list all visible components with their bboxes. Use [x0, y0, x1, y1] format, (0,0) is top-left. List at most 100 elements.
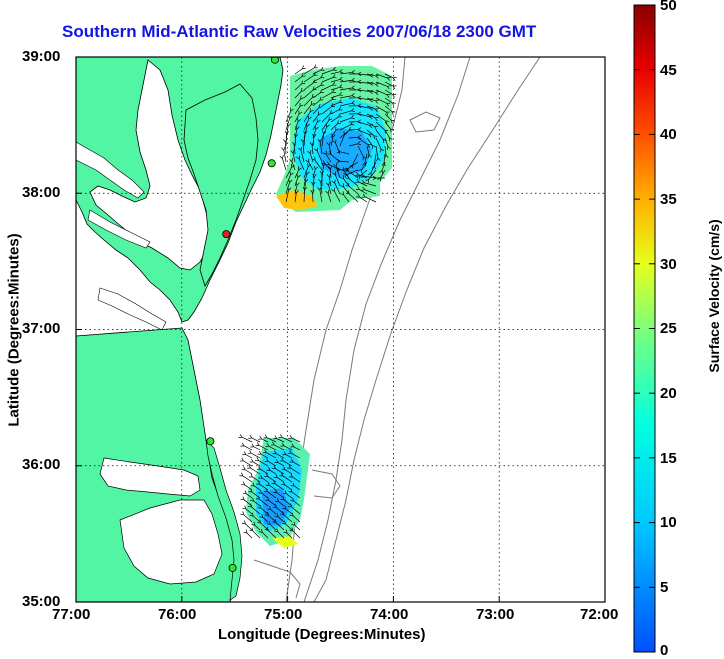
velocity-arrow: [250, 443, 261, 451]
y-tick-label: 39:00: [22, 48, 61, 65]
velocity-arrow: [384, 113, 395, 124]
velocity-arrow: [303, 64, 318, 75]
velocity-arrow: [285, 186, 292, 203]
velocity-arrow: [339, 108, 356, 115]
velocity-arrow: [366, 105, 379, 113]
velocity-arrow: [312, 104, 323, 115]
velocity-arrow: [330, 126, 340, 139]
velocity-arrow: [281, 466, 293, 475]
velocity-arrow: [270, 441, 285, 451]
velocity-arrow: [238, 434, 253, 443]
velocity-arrow: [330, 133, 336, 147]
velocity-arrow: [294, 72, 306, 83]
velocity-arrow: [330, 113, 342, 123]
colorbar-tick-label: 15: [660, 450, 677, 467]
radar-station-marker: [228, 563, 237, 572]
velocity-arrow: [322, 150, 332, 163]
velocity-arrow: [274, 498, 285, 507]
velocity-arrow: [289, 458, 301, 467]
velocity-arrow: [330, 84, 344, 91]
velocity-arrow: [366, 137, 376, 149]
y-tick-label: 36:00: [22, 456, 61, 473]
velocity-arrow: [366, 145, 372, 159]
velocity-arrow: [384, 89, 397, 98]
velocity-arrow: [325, 161, 341, 171]
velocity-arrow: [339, 77, 356, 83]
velocity-arrow: [279, 457, 293, 467]
velocity-arrow: [265, 443, 277, 451]
velocity-arrow: [285, 163, 295, 179]
velocity-arrow: [267, 506, 277, 515]
velocity-arrow: [296, 155, 305, 171]
velocity-arrow: [360, 179, 377, 187]
velocity-arrow: [375, 105, 390, 116]
radar-station-marker: [270, 57, 279, 64]
velocity-arrow: [348, 134, 362, 140]
velocity-arrow: [283, 529, 293, 539]
velocity-arrow: [312, 96, 324, 107]
velocity-arrow: [248, 503, 261, 515]
velocity-arrow: [375, 89, 391, 98]
velocity-arrow: [321, 103, 335, 115]
velocity-arrow: [336, 158, 350, 164]
velocity-arrow: [365, 169, 377, 184]
velocity-arrow: [384, 105, 396, 116]
velocity-arrow: [384, 97, 396, 107]
velocity-arrow: [294, 102, 304, 115]
velocity-arrow: [345, 182, 359, 195]
velocity-arrow: [289, 527, 301, 539]
velocity-arrow: [279, 155, 287, 171]
velocity-arrow: [255, 442, 269, 451]
velocity-arrow: [247, 464, 261, 475]
velocity-arrow: [285, 107, 294, 123]
velocity-arrow: [282, 451, 293, 459]
velocity-arrow: [321, 116, 333, 131]
velocity-arrow: [339, 100, 356, 107]
velocity-arrow: [300, 138, 305, 155]
x-tick-label: 74:00: [370, 606, 409, 623]
velocity-arrow: [312, 82, 325, 91]
velocity-arrow: [326, 141, 332, 155]
velocity-arrow: [343, 169, 359, 178]
velocity-arrow: [242, 490, 253, 499]
velocity-arrow: [340, 175, 350, 187]
velocity-arrow: [264, 526, 277, 539]
colorbar-tick-label: 45: [660, 62, 677, 79]
velocity-arrow: [294, 173, 301, 187]
velocity-arrow: [282, 490, 293, 499]
velocity-arrow: [285, 171, 294, 187]
velocity-arrow: [366, 89, 380, 96]
velocity-arrow: [265, 511, 277, 523]
velocity-arrow: [294, 189, 299, 203]
velocity-arrow: [294, 80, 306, 91]
velocity-arrow: [321, 81, 337, 91]
velocity-arrow: [366, 113, 379, 121]
velocity-arrow: [339, 93, 356, 99]
velocity-arrow: [243, 529, 253, 539]
outer-banks: [205, 439, 243, 601]
velocity-arrow: [312, 165, 318, 179]
chart-title: Southern Mid-Atlantic Raw Velocities 200…: [62, 22, 537, 41]
velocity-arrow: [361, 186, 377, 195]
velocity-arrow: [321, 123, 330, 139]
velocity-arrow: [279, 472, 293, 483]
colorbar-tick-label: 50: [660, 0, 677, 14]
velocity-arrow: [312, 133, 317, 147]
velocity-arrow: [375, 137, 385, 153]
velocity-arrow: [384, 81, 397, 90]
colorbar-label: Surface Velocity (cm/s): [706, 219, 722, 373]
velocity-arrow: [264, 473, 277, 483]
velocity-arrow: [291, 521, 301, 531]
velocity-arrow: [366, 121, 379, 130]
velocity-arrow: [312, 74, 325, 83]
velocity-arrow: [302, 186, 307, 203]
velocity-arrow: [289, 512, 301, 523]
velocity-arrow: [384, 129, 393, 142]
velocity-arrow: [361, 193, 377, 203]
x-tick-label: 77:00: [52, 606, 91, 623]
colorbar-tick-label: 20: [660, 385, 677, 402]
velocity-arrow: [340, 183, 350, 195]
velocity-arrow: [274, 459, 285, 467]
velocity-arrow: [293, 133, 298, 147]
velocity-arrow: [239, 472, 253, 483]
